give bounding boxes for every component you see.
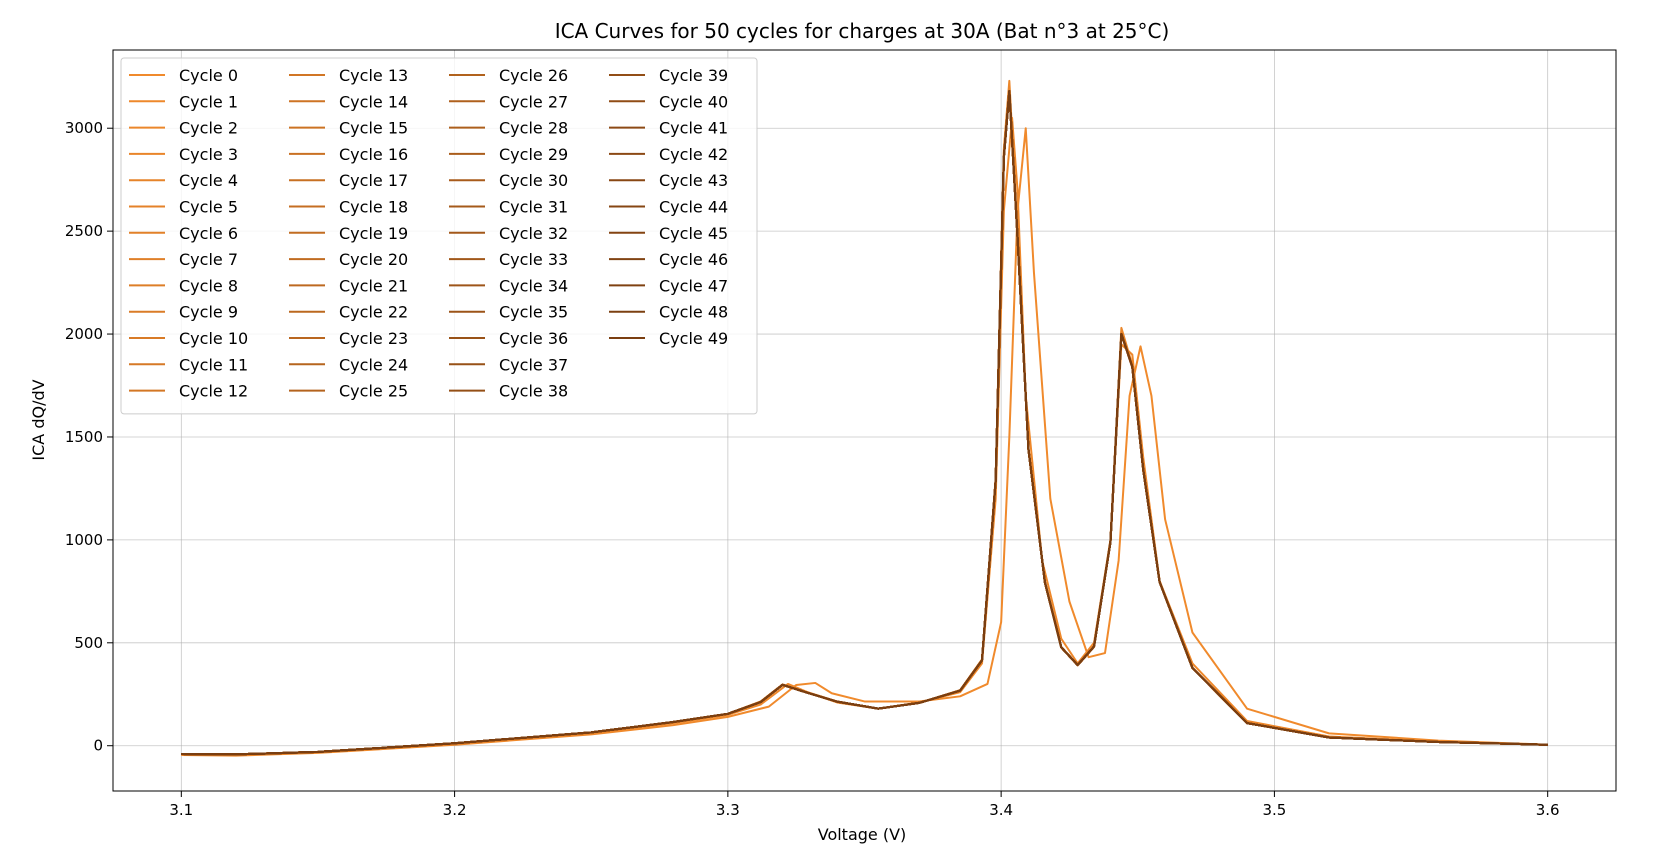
x-tick-label: 3.1 bbox=[169, 801, 193, 819]
legend-entry: Cycle 25 bbox=[339, 382, 408, 401]
legend-entry: Cycle 3 bbox=[179, 145, 238, 164]
legend-entry: Cycle 38 bbox=[499, 382, 568, 401]
legend-entry: Cycle 4 bbox=[179, 171, 238, 190]
legend-entry: Cycle 13 bbox=[339, 66, 408, 85]
legend-entry: Cycle 41 bbox=[659, 119, 728, 138]
legend-entry: Cycle 6 bbox=[179, 224, 238, 243]
y-tick-label: 500 bbox=[74, 634, 103, 652]
legend-entry: Cycle 1 bbox=[179, 92, 238, 111]
y-tick-label: 1500 bbox=[65, 428, 103, 446]
legend-entry: Cycle 29 bbox=[499, 145, 568, 164]
legend-entry: Cycle 46 bbox=[659, 250, 728, 269]
legend-entry: Cycle 20 bbox=[339, 250, 408, 269]
y-tick-label: 0 bbox=[93, 737, 103, 755]
legend-entry: Cycle 49 bbox=[659, 329, 728, 348]
legend-entry: Cycle 2 bbox=[179, 119, 238, 138]
legend-entry: Cycle 19 bbox=[339, 224, 408, 243]
x-tick-label: 3.6 bbox=[1536, 801, 1560, 819]
legend-entry: Cycle 42 bbox=[659, 145, 728, 164]
y-tick-label: 2500 bbox=[65, 222, 103, 240]
legend-entry: Cycle 16 bbox=[339, 145, 408, 164]
legend-entry: Cycle 24 bbox=[339, 355, 408, 374]
legend-entry: Cycle 11 bbox=[179, 355, 248, 374]
legend-entry: Cycle 32 bbox=[499, 224, 568, 243]
y-axis: 0 500 1000 1500 2000 2500 3000 bbox=[65, 119, 113, 755]
legend-entry: Cycle 18 bbox=[339, 198, 408, 217]
y-tick-label: 1000 bbox=[65, 531, 103, 549]
legend-entry: Cycle 8 bbox=[179, 276, 238, 295]
x-tick-label: 3.3 bbox=[716, 801, 740, 819]
legend-entry: Cycle 44 bbox=[659, 198, 728, 217]
x-axis: 3.1 3.2 3.3 3.4 3.5 3.6 bbox=[169, 791, 1560, 819]
legend-entry: Cycle 9 bbox=[179, 303, 238, 322]
legend-entry: Cycle 45 bbox=[659, 224, 728, 243]
legend-entry: Cycle 39 bbox=[659, 66, 728, 85]
plot-frame bbox=[112, 49, 1617, 792]
legend-entry: Cycle 33 bbox=[499, 250, 568, 269]
legend-box bbox=[120, 57, 758, 415]
y-tick-label: 3000 bbox=[65, 119, 103, 137]
legend-entry: Cycle 28 bbox=[499, 119, 568, 138]
legend-entry: Cycle 26 bbox=[499, 66, 568, 85]
chart-title: ICA Curves for 50 cycles for charges at … bbox=[555, 19, 1170, 43]
legend-entry: Cycle 15 bbox=[339, 119, 408, 138]
legend-entry: Cycle 17 bbox=[339, 171, 408, 190]
legend-entry: Cycle 35 bbox=[499, 303, 568, 322]
legend-entry: Cycle 12 bbox=[179, 382, 248, 401]
legend-entry: Cycle 34 bbox=[499, 276, 568, 295]
y-axis-label: ICA dQ/dV bbox=[29, 379, 48, 460]
legend-entry: Cycle 31 bbox=[499, 198, 568, 217]
x-axis-label: Voltage (V) bbox=[818, 825, 907, 844]
x-tick-label: 3.2 bbox=[443, 801, 467, 819]
plot-area bbox=[181, 79, 1548, 757]
legend-entry: Cycle 14 bbox=[339, 92, 408, 111]
legend-entry: Cycle 7 bbox=[179, 250, 238, 269]
legend-entry: Cycle 21 bbox=[339, 276, 408, 295]
series-line-cycle-0 bbox=[181, 127, 1548, 757]
legend-entry: Cycle 10 bbox=[179, 329, 248, 348]
legend-entry: Cycle 36 bbox=[499, 329, 568, 348]
legend-entry: Cycle 37 bbox=[499, 355, 568, 374]
legend-entry: Cycle 40 bbox=[659, 92, 728, 111]
legend-entry: Cycle 27 bbox=[499, 92, 568, 111]
x-tick-label: 3.4 bbox=[989, 801, 1013, 819]
legend: Cycle 0 Cycle 1 Cycle 2 Cycle 3 Cycle 4 Cycle… bbox=[120, 57, 758, 415]
legend-entry: Cycle 0 bbox=[179, 66, 238, 85]
x-tick-label: 3.5 bbox=[1262, 801, 1286, 819]
y-tick-label: 2000 bbox=[65, 325, 103, 343]
legend-entry: Cycle 22 bbox=[339, 303, 408, 322]
legend-entry: Cycle 48 bbox=[659, 303, 728, 322]
legend-entry: Cycle 23 bbox=[339, 329, 408, 348]
legend-entry: Cycle 5 bbox=[179, 198, 238, 217]
legend-entry: Cycle 30 bbox=[499, 171, 568, 190]
legend-entry: Cycle 47 bbox=[659, 276, 728, 295]
series-line-cycle-49 bbox=[181, 90, 1548, 756]
legend-entry: Cycle 43 bbox=[659, 171, 728, 190]
